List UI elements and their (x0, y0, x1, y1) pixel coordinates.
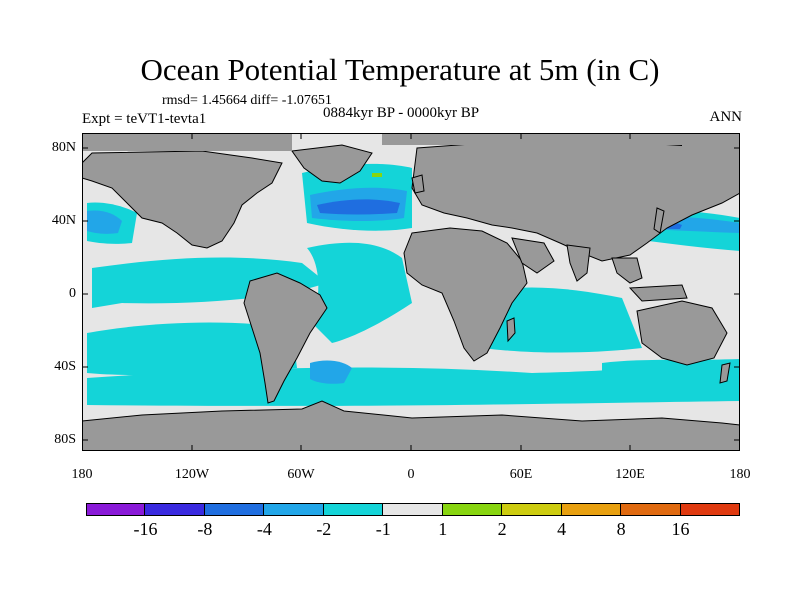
experiment-label: Expt = teVT1-tevta1 (82, 111, 207, 127)
season-label: ANN (709, 109, 743, 125)
map-panel (82, 133, 740, 451)
land-arabia (511, 237, 555, 274)
southern-ocean-band (87, 364, 740, 406)
map-title: Ocean Potential Temperature at 5m (in C) (140, 52, 660, 87)
lon-tick-60e: 60E (509, 467, 533, 482)
land-masses (82, 140, 740, 451)
legend-label: 8 (616, 519, 626, 539)
australia-south-band (602, 359, 740, 380)
legend-label: -16 (133, 519, 158, 539)
legend-swatch (383, 503, 443, 516)
legend-swatch (561, 503, 622, 516)
legend-swatch (323, 503, 384, 516)
legend-swatch (86, 503, 146, 516)
land-greenland (291, 144, 373, 184)
gulf-stream-darkblue (317, 199, 400, 215)
lon-tick-0: 0 (407, 467, 415, 482)
tropical-atlantic-band (307, 242, 412, 343)
legend-swatch (264, 503, 324, 516)
lat-tick-40n: 40N (51, 213, 76, 228)
land-africa (403, 227, 528, 362)
lat-tick-80n: 80N (51, 140, 76, 155)
indian-ocean-band (482, 287, 642, 353)
legend-label: -1 (375, 519, 391, 539)
map-tick-marks (82, 133, 740, 451)
land-japan (653, 207, 665, 234)
lat-tick-0: 0 (69, 286, 76, 301)
stats-line: rmsd= 1.45664 diff= -1.07651 (162, 93, 332, 108)
lon-tick-180e: 180 (729, 467, 751, 482)
map-svg (82, 133, 740, 451)
period-label: 0884kyr BP - 0000kyr BP (323, 105, 480, 121)
lat-tick-80s: 80S (54, 432, 76, 447)
legend-swatch (145, 503, 205, 516)
legend-label: 1 (438, 519, 448, 539)
land-south-america (243, 272, 328, 404)
land-indonesia (628, 284, 688, 302)
land-southeast-asia (611, 257, 643, 284)
land-india (566, 244, 591, 282)
legend-label: 4 (557, 519, 567, 539)
land-antarctica (82, 400, 740, 451)
legend-swatch (621, 503, 681, 516)
arctic-blocks (82, 133, 740, 161)
land-australia (636, 300, 728, 366)
legend-label: -8 (197, 519, 213, 539)
legend-swatch (204, 503, 265, 516)
south-atlantic-blue (310, 360, 352, 384)
color-legend-bar (86, 503, 740, 516)
legend-label: -4 (256, 519, 272, 539)
legend-swatch (680, 503, 740, 516)
lon-tick-60w: 60W (287, 467, 315, 482)
arctic-block-right (382, 133, 740, 145)
legend-label: 16 (671, 519, 690, 539)
arctic-block-left (82, 133, 292, 151)
south-pacific-band (87, 322, 297, 376)
north-pacific-east-blue (87, 210, 122, 234)
lon-tick-120e: 120E (615, 467, 645, 482)
land-north-america (82, 150, 283, 249)
land-madagascar (506, 317, 516, 343)
legend-label: 2 (497, 519, 507, 539)
legend-label: -2 (316, 519, 332, 539)
legend-swatch (502, 503, 562, 516)
lat-tick-40s: 40S (54, 359, 76, 374)
lon-tick-120w: 120W (174, 467, 210, 482)
lon-tick-180w: 180 (71, 467, 93, 482)
green-patch-1 (372, 173, 382, 177)
legend-swatch (442, 503, 503, 516)
land-new-zealand (719, 362, 731, 384)
arctic-block-right-2 (682, 145, 740, 161)
land-uk (411, 174, 425, 194)
